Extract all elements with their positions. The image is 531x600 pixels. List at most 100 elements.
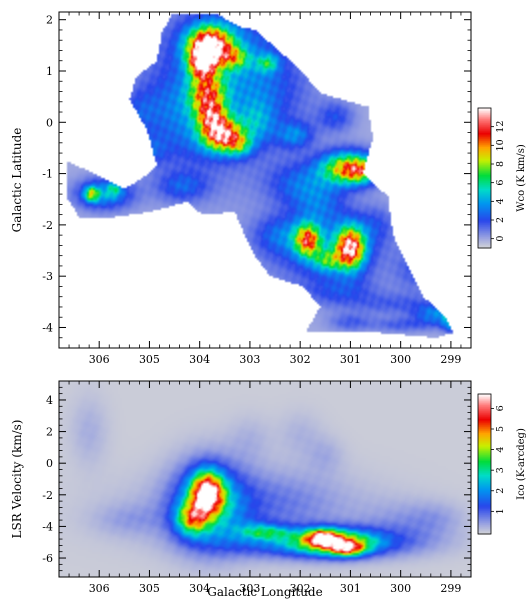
bottom-ytick-label: -4 [42, 520, 53, 533]
top-colorbar-swatch [478, 212, 491, 215]
top-colorbar-swatch [478, 168, 491, 171]
bottom-colorbar-swatch [478, 410, 491, 413]
bottom-colorbar-swatch [478, 522, 491, 525]
top-colorbar-frame [477, 107, 492, 249]
bottom-colorbar-ticks: 1 2 3 4 5 6 [491, 405, 506, 514]
bottom-colorbar-frame [477, 393, 492, 535]
top-colorbar-tick-label: 2 [495, 217, 506, 223]
top-colorbar-swatch [478, 122, 491, 125]
top-colorbar-swatch [478, 146, 491, 149]
bottom-colorbar-swatch [478, 456, 491, 459]
bottom-colorbar-swatch [478, 450, 491, 453]
bottom-colorbar-swatch [478, 458, 491, 461]
bottom-colorbar-swatch [478, 394, 491, 397]
top-colorbar-swatch [478, 238, 491, 241]
top-colorbar-swatch [478, 224, 491, 227]
bottom-intensity-map [59, 381, 471, 577]
top-colorbar-swatch [478, 144, 491, 147]
top-colorbar-swatch [478, 142, 491, 145]
top-xtick-label: 300 [390, 353, 411, 366]
top-colorbar-swatch [478, 220, 491, 223]
bottom-colorbar-swatch [478, 402, 491, 405]
bottom-colorbar-tick-label: 4 [495, 447, 506, 453]
top-colorbar-swatch [478, 208, 491, 211]
top-colorbar-tick-label: 8 [495, 161, 506, 167]
bottom-colorbar-swatch [478, 474, 491, 477]
bottom-colorbar-label: Ico (K-arcdeg) [516, 428, 527, 500]
top-axes: 306 305 304 303 302 301 300 299 2 1 0 -1 -2 -3 -4 [42, 12, 472, 366]
top-colorbar-swatch [478, 126, 491, 129]
top-colorbar-swatch [478, 128, 491, 131]
top-ytick-label: -3 [42, 270, 53, 283]
top-colorbar-swatch [478, 232, 491, 235]
bottom-colorbar-swatch [478, 484, 491, 487]
top-colorbar-swatch [478, 156, 491, 159]
bottom-colorbar-swatch [478, 412, 491, 415]
top-colorbar-tick-label: 4 [495, 198, 506, 204]
bottom-ytick-label: 4 [46, 394, 53, 407]
top-colorbar-swatch [478, 210, 491, 213]
bottom-colorbar-swatch [478, 516, 491, 519]
bottom-xtick-label: 301 [340, 582, 361, 595]
top-colorbar-swatch [478, 218, 491, 221]
top-colorbar-swatch [478, 164, 491, 167]
top-xtick-label: 301 [340, 353, 361, 366]
bottom-colorbar-tick-label: 1 [495, 508, 506, 514]
top-ytick-label: -1 [42, 168, 53, 181]
bottom-colorbar-swatch [478, 430, 491, 433]
bottom-xtick-label: 304 [189, 582, 210, 595]
bottom-colorbar-swatch [478, 446, 491, 449]
bottom-colorbar-tick-label: 6 [495, 405, 506, 411]
top-colorbar-ticks: 0 2 4 6 8 10 12 [491, 121, 506, 242]
top-colorbar-swatch [478, 222, 491, 225]
bottom-colorbar-swatch [478, 514, 491, 517]
top-colorbar-swatch [478, 182, 491, 185]
bottom-colorbar-swatch [478, 508, 491, 511]
bottom-colorbar-swatch [478, 490, 491, 493]
bottom-ylabel: LSR Velocity (km/s) [10, 420, 24, 539]
bottom-colorbar-swatch [478, 524, 491, 527]
bottom-plot-frame [58, 380, 472, 578]
top-colorbar-swatch [478, 108, 491, 111]
bottom-colorbar-swatch [478, 496, 491, 499]
bottom-colorbar-swatch [478, 500, 491, 503]
top-colorbar-swatch [478, 204, 491, 207]
bottom-xtick-label: 302 [290, 582, 311, 595]
top-colorbar-swatch [478, 234, 491, 237]
bottom-colorbar-swatch [478, 398, 491, 401]
bottom-colorbar-swatch [478, 510, 491, 513]
bottom-colorbar-swatch [478, 504, 491, 507]
top-colorbar: 0 2 4 6 8 10 12 Wco (K km/s) [477, 107, 527, 249]
top-ytick-label: 2 [46, 14, 53, 27]
bottom-colorbar-swatch [478, 418, 491, 421]
top-colorbar-swatch [478, 178, 491, 181]
bottom-ytick-label: 0 [46, 457, 53, 470]
top-colorbar-swatch [478, 112, 491, 115]
bottom-colorbar-swatch [478, 420, 491, 423]
top-colorbar-swatch [478, 120, 491, 123]
bottom-xtick-label: 299 [440, 582, 461, 595]
bottom-colorbar-swatch [478, 396, 491, 399]
bottom-colorbar-swatch [478, 492, 491, 495]
top-colorbar-swatch [478, 138, 491, 141]
bottom-colorbar-swatch [478, 436, 491, 439]
top-ylabel: Galactic Latitude [10, 128, 24, 233]
bottom-colorbar-swatch [478, 414, 491, 417]
top-xtick-label: 302 [290, 353, 311, 366]
top-colorbar-swatch [478, 186, 491, 189]
bottom-colorbar-swatch [478, 486, 491, 489]
bottom-colorbar-tick-label: 3 [495, 467, 506, 473]
top-colorbar-swatch [478, 200, 491, 203]
top-colorbar-swatch [478, 194, 491, 197]
top-ytick-label: 1 [46, 65, 53, 78]
top-colorbar-swatch [478, 162, 491, 165]
top-colorbar-swatch [478, 202, 491, 205]
top-colorbar-swatch [478, 132, 491, 135]
bottom-colorbar-swatch [478, 488, 491, 491]
bottom-colorbar: 1 2 3 4 5 6 Ico (K-arcdeg) [477, 393, 527, 535]
top-colorbar-swatch [478, 246, 491, 249]
bottom-colorbar-swatch [478, 472, 491, 475]
top-colorbar-swatch [478, 130, 491, 133]
top-colorbar-swatch [478, 184, 491, 187]
